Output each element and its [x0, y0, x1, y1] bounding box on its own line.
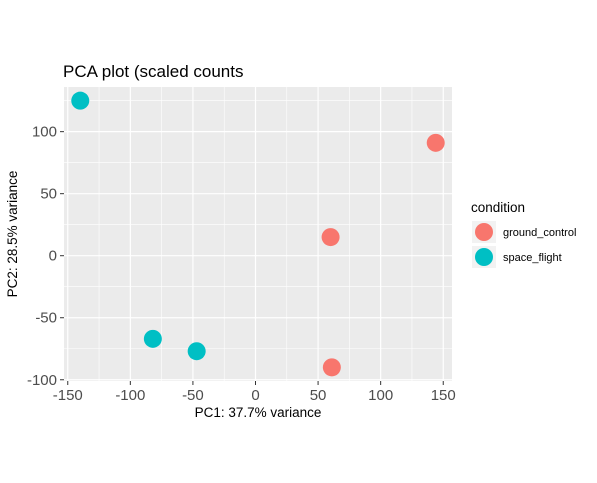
point-space-flight: [143, 329, 162, 348]
major-gridlines: [64, 87, 452, 381]
point-ground-control: [321, 228, 340, 247]
y-tick-label: 100: [32, 124, 57, 141]
x-axis-title: PC1: 37.7% variance: [195, 405, 322, 420]
y-tick-label: -50: [35, 310, 57, 327]
legend-label: space_flight: [503, 252, 562, 264]
x-tick-label: -150: [53, 387, 83, 404]
point-space-flight: [187, 342, 206, 361]
legend-key-ground-control: [475, 223, 493, 241]
data-points: [71, 91, 445, 377]
x-tick-label: -100: [115, 387, 145, 404]
x-tick-label: -50: [182, 387, 204, 404]
x-tick-label: 50: [310, 387, 327, 404]
y-axis-title: PC2: 28.5% variance: [5, 171, 20, 298]
chart-title: PCA plot (scaled counts: [63, 62, 243, 81]
y-tick-label: 50: [40, 186, 57, 203]
point-ground-control: [322, 358, 341, 377]
legend-title: condition: [471, 200, 525, 215]
y-tick-label: -100: [27, 372, 57, 389]
y-tick-label: 0: [49, 248, 57, 265]
minor-gridlines: [64, 87, 452, 381]
x-axis: -150 -100 -50 0 50 100 150: [53, 381, 456, 404]
x-tick-label: 150: [431, 387, 456, 404]
legend-label: ground_control: [503, 227, 576, 239]
x-tick-label: 100: [368, 387, 393, 404]
legend-key-space-flight: [475, 248, 493, 266]
point-ground-control: [426, 133, 445, 152]
x-tick-label: 0: [251, 387, 259, 404]
point-space-flight: [71, 91, 90, 110]
panel-background: [64, 87, 452, 381]
legend: condition ground_control space_flight: [471, 200, 576, 268]
y-axis: -100 -50 0 50 100: [27, 124, 64, 389]
